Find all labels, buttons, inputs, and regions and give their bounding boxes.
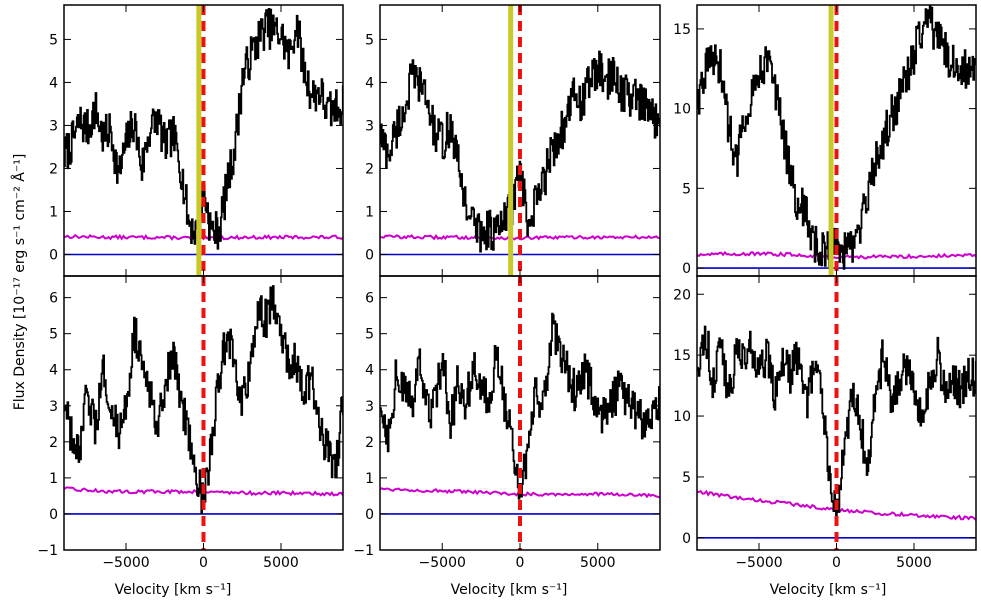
y-tick-label: 0 xyxy=(365,507,374,523)
panel-r1-c1: −5000 0 5000 −1 0 1 2 3 4 5 6 xyxy=(353,275,661,571)
y-tick-label: 3 xyxy=(365,399,374,415)
flux-spectrum xyxy=(380,50,660,253)
y-tick-label: 1 xyxy=(49,204,58,220)
flux-spectrum xyxy=(380,312,660,500)
y-tick-label: 5 xyxy=(365,327,374,343)
y-tick-label: 5 xyxy=(49,32,58,48)
plot-area xyxy=(697,276,976,550)
x-axis-title-col-1: Velocity [km s⁻¹] xyxy=(451,582,568,598)
y-tick-label: 10 xyxy=(673,102,691,118)
y-tick-label: 5 xyxy=(682,181,691,197)
flux-spectrum xyxy=(64,285,343,515)
y-tick-label: 5 xyxy=(682,470,691,486)
y-axis-title: Flux Density [10⁻¹⁷ erg s⁻¹ cm⁻² Å⁻¹] xyxy=(11,154,28,411)
x-tick-label: 0 xyxy=(199,555,208,571)
x-tick-label: −5000 xyxy=(419,555,466,571)
plot-area xyxy=(64,276,343,550)
y-tick-label: −1 xyxy=(353,543,374,559)
panel-r0-c0: 0 1 2 3 4 5 xyxy=(49,4,344,277)
plot-area xyxy=(380,276,660,550)
x-axis-title-col-2: Velocity [km s⁻¹] xyxy=(770,582,887,598)
y-tick-label: 1 xyxy=(365,471,374,487)
error-spectrum xyxy=(697,250,976,260)
panel-r1-c0: −5000 0 5000 −1 0 1 2 3 4 5 6 xyxy=(37,275,344,571)
error-spectrum xyxy=(380,233,660,241)
y-tick-label: 2 xyxy=(49,435,58,451)
y-tick-label: 0 xyxy=(682,261,691,277)
y-tick-label: 2 xyxy=(365,161,374,177)
plot-area xyxy=(380,5,660,276)
y-tick-label: 6 xyxy=(49,291,58,307)
x-axis-title-col-0: Velocity [km s⁻¹] xyxy=(115,582,232,598)
y-tick-label: 6 xyxy=(365,291,374,307)
x-tick-label: −5000 xyxy=(735,555,782,571)
y-tick-label: 1 xyxy=(49,471,58,487)
y-tick-label: 4 xyxy=(365,75,374,91)
y-tick-label: 3 xyxy=(49,118,58,134)
x-tick-label: 5000 xyxy=(263,555,299,571)
y-tick-label: 3 xyxy=(365,118,374,134)
y-tick-label: 4 xyxy=(365,363,374,379)
y-tick-label: 0 xyxy=(682,531,691,547)
y-tick-label: 4 xyxy=(49,75,58,91)
x-tick-label: 0 xyxy=(832,555,841,571)
y-tick-label: 0 xyxy=(49,507,58,523)
panel-r0-c2: 0 5 10 15 xyxy=(673,4,977,277)
x-tick-label: 0 xyxy=(516,555,525,571)
y-tick-label: 3 xyxy=(49,399,58,415)
y-tick-label: 15 xyxy=(673,22,691,38)
y-tick-label: 15 xyxy=(673,348,691,364)
y-tick-label: 0 xyxy=(365,247,374,263)
y-tick-label: 1 xyxy=(365,204,374,220)
plot-area xyxy=(697,5,976,276)
flux-spectrum xyxy=(64,7,343,250)
panel-r0-c1: 0 1 2 3 4 5 xyxy=(365,4,661,277)
y-tick-label: −1 xyxy=(37,543,58,559)
x-tick-label: 5000 xyxy=(580,555,616,571)
y-tick-label: 20 xyxy=(673,287,691,303)
x-tick-label: −5000 xyxy=(102,555,149,571)
x-tick-label: 5000 xyxy=(896,555,932,571)
y-tick-label: 0 xyxy=(49,247,58,263)
y-tick-label: 5 xyxy=(49,327,58,343)
y-tick-label: 2 xyxy=(49,161,58,177)
panel-r1-c2: −5000 0 5000 0 5 10 15 20 xyxy=(673,275,977,571)
y-tick-label: 4 xyxy=(49,363,58,379)
flux-spectrum xyxy=(697,325,976,526)
plot-area xyxy=(64,5,343,276)
y-tick-label: 10 xyxy=(673,409,691,425)
y-tick-label: 5 xyxy=(365,32,374,48)
y-tick-label: 2 xyxy=(365,435,374,451)
